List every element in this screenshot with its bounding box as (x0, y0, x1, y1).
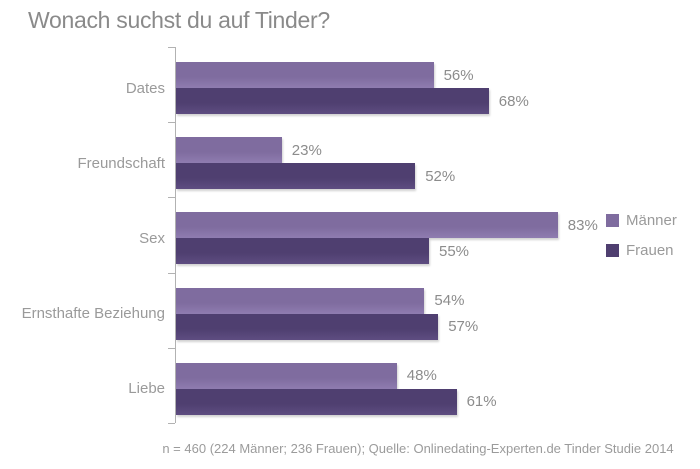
value-label-maenner: 83% (567, 216, 598, 234)
value-label-maenner: 48% (406, 367, 437, 385)
category-group: Freundschaft 23% 52% (77, 122, 636, 197)
legend: Männer Frauen (606, 212, 677, 272)
value-label-frauen: 68% (498, 92, 529, 110)
category-label: Freundschaft (77, 154, 165, 172)
bar-maenner (176, 62, 434, 88)
bar-maenner (176, 362, 397, 389)
category-group: Dates 56% 68% (126, 47, 636, 122)
bar-maenner (176, 137, 282, 164)
value-label-maenner: 23% (291, 141, 322, 159)
bar-frauen (176, 313, 439, 340)
value-label-maenner: 54% (434, 292, 465, 310)
chart-title: Wonach suchst du auf Tinder? (28, 7, 330, 33)
source-footnote: n = 460 (224 Männer; 236 Frauen); Quelle… (162, 441, 674, 456)
axis-tick (168, 347, 175, 349)
bar-frauen (176, 88, 489, 114)
value-label-frauen: 61% (466, 393, 497, 411)
category-group: Liebe 48% 61% (128, 348, 636, 423)
bar-frauen (176, 238, 429, 265)
value-label-maenner: 56% (443, 66, 474, 84)
axis-tick (168, 272, 175, 274)
axis-tick (168, 423, 175, 424)
category-label: Sex (139, 229, 165, 247)
y-axis-line (175, 47, 176, 423)
value-label-frauen: 55% (439, 242, 470, 260)
axis-tick (168, 47, 175, 48)
axis-tick (168, 197, 175, 199)
legend-swatch-frauen (606, 244, 619, 257)
value-label-frauen: 52% (425, 167, 456, 185)
legend-item-maenner: Männer (606, 212, 677, 229)
category-label: Liebe (128, 380, 165, 398)
category-label: Dates (125, 79, 165, 97)
bar-maenner (176, 212, 558, 239)
category-label: Ernsthafte Beziehung (21, 305, 165, 323)
legend-item-frauen: Frauen (606, 242, 677, 259)
bar-frauen (176, 388, 457, 415)
plot-area: Dates 56% 68% Freundschaft 23% 52% Sex 83% 55% Er… (22, 47, 636, 424)
legend-label-maenner: Männer (626, 212, 677, 229)
value-label-frauen: 57% (448, 318, 479, 336)
legend-label-frauen: Frauen (626, 242, 674, 259)
category-group: Ernsthafte Beziehung 54% 57% (22, 273, 636, 348)
bar-frauen (176, 163, 416, 190)
category-group: Sex 83% 55% (139, 197, 636, 272)
legend-swatch-maenner (606, 214, 619, 227)
bar-maenner (176, 287, 425, 314)
axis-tick (168, 122, 175, 124)
